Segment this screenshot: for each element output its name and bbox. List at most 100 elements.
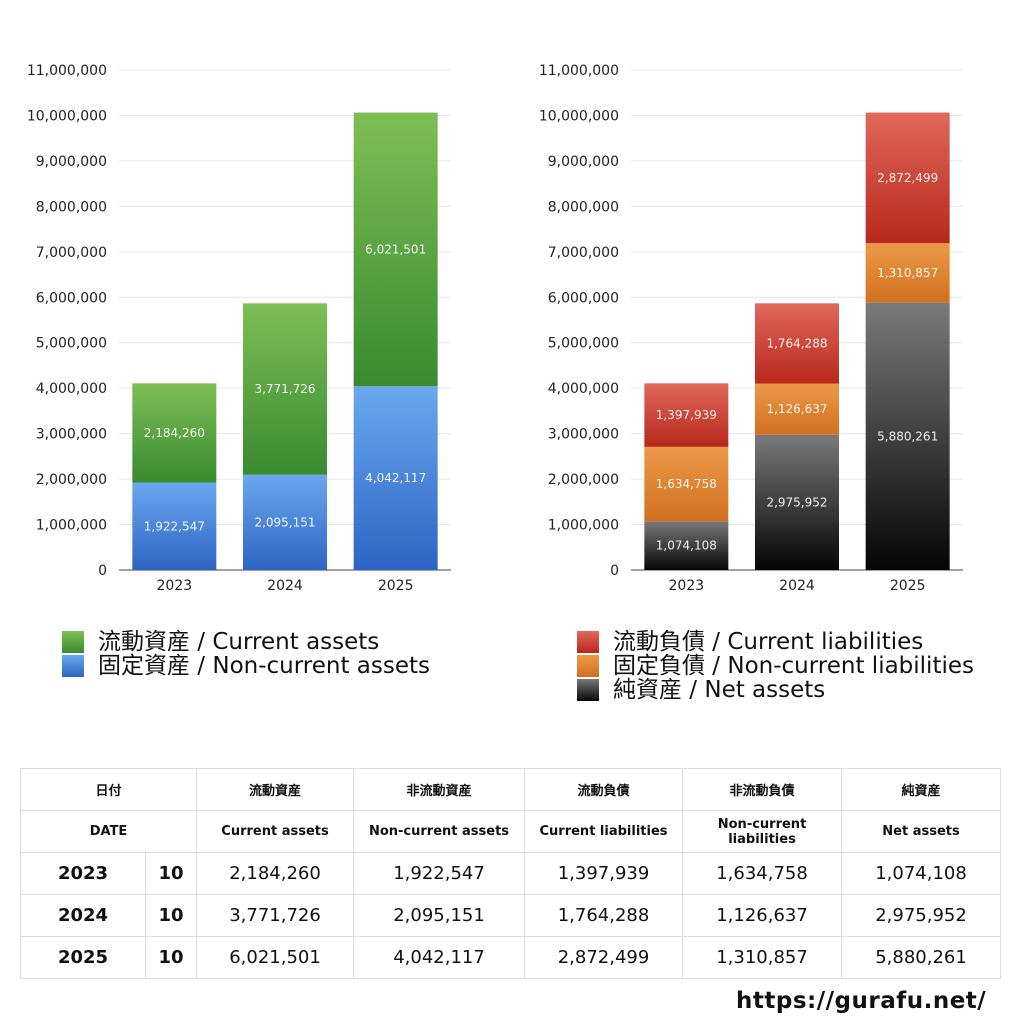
bar-segment [243,474,327,570]
legend-label: 固定負債 / Non-current liabilities [613,653,974,679]
table-cell-month: 10 [144,936,198,979]
data-label: 1,922,547 [144,519,205,533]
table-cell: 1,764,288 [524,894,684,937]
bar-segment [353,386,438,570]
table-cell: 6,021,501 [196,936,355,979]
y-tick-label: 10,000,000 [539,108,619,124]
y-tick-label: 5,000,000 [548,336,619,352]
table-header: 日付 [19,768,198,811]
y-tick-label: 4,000,000 [36,381,107,397]
table-header-row-en: DATE Current assets Non-current assets C… [19,810,1002,853]
table-cell: 5,880,261 [841,936,1002,979]
legend-swatch [62,631,84,653]
table-cell: 2,872,499 [524,936,684,979]
legend-item-non-current-liabilities: 固定負債 / Non-current liabilities [577,654,974,678]
table-cell: 1,634,758 [682,852,843,895]
table-cell: 1,126,637 [682,894,843,937]
table-header: Net assets [841,810,1002,853]
y-tick-label: 6,000,000 [36,290,107,306]
y-tick-label: 7,000,000 [36,245,107,261]
data-label: 1,126,637 [766,402,827,416]
y-tick-label: 0 [98,563,107,579]
y-tick-label: 11,000,000 [27,63,107,79]
y-tick-label: 1,000,000 [36,518,107,534]
table-row: 2025 10 6,021,501 4,042,117 2,872,499 1,… [20,936,1002,979]
table-cell: 2,975,952 [841,894,1002,937]
table-cell: 4,042,117 [353,936,526,979]
bar-segment [755,434,839,570]
table-cell-year: 2024 [20,894,146,937]
x-tick-label: 2025 [890,578,926,594]
table-cell: 3,771,726 [196,894,355,937]
x-tick-label: 2023 [669,578,705,594]
table-header-row-jp: 日付 流動資産 非流動資産 流動負債 非流動負債 純資産 [19,768,1002,811]
data-label: 4,042,117 [365,471,426,485]
legend-item-current-liabilities: 流動負債 / Current liabilities [577,630,974,654]
legend-swatch [577,631,599,653]
y-tick-label: 11,000,000 [539,63,619,79]
y-tick-label: 9,000,000 [548,154,619,170]
bar-segment [865,243,950,303]
data-label: 2,184,260 [144,426,205,440]
legend-swatch [577,679,599,701]
liabilities-chart: 0 1,000,000 2,000,000 3,000,000 4,000,000 5,0… [512,0,1024,610]
y-tick-label: 3,000,000 [548,427,619,443]
table-cell-year: 2023 [20,852,146,895]
site-url[interactable]: https://gurafu.net/ [736,988,987,1014]
y-tick-label: 8,000,000 [548,199,619,215]
table-cell: 1,397,939 [524,852,684,895]
y-tick-label: 2,000,000 [36,472,107,488]
table-header: 非流動負債 [682,768,843,811]
y-tick-label: 1,000,000 [548,518,619,534]
legend-label: 固定資産 / Non-current assets [98,653,431,679]
table-cell-month: 10 [144,894,198,937]
legend-item-current-assets: 流動資産 / Current assets [62,630,430,654]
bar-segment [755,303,839,384]
data-label: 2,975,952 [766,495,827,509]
x-tick-label: 2023 [157,578,193,594]
legend-label: 流動資産 / Current assets [98,629,380,655]
data-label: 3,771,726 [254,382,315,396]
legend-item-non-current-assets: 固定資産 / Non-current assets [62,654,430,678]
table-cell: 1,074,108 [841,852,1002,895]
table-cell: 1,922,547 [353,852,526,895]
data-label: 5,880,261 [877,429,938,443]
legend-item-net-assets: 純資産 / Net assets [577,678,974,702]
table-cell: 1,310,857 [682,936,843,979]
y-tick-label: 8,000,000 [36,199,107,215]
y-tick-label: 5,000,000 [36,336,107,352]
legend-label: 流動負債 / Current liabilities [613,629,924,655]
assets-chart-svg: 0 1,000,000 2,000,000 3,000,000 4,000,000 5,0… [27,63,451,594]
y-tick-label: 2,000,000 [548,472,619,488]
table-header: Non-current liabilities [682,810,843,853]
data-label: 2,872,499 [877,171,938,185]
bar-segment [243,303,327,475]
table-header: 非流動資産 [353,768,526,811]
bar-segment [644,383,729,447]
table-cell-year: 2025 [20,936,146,979]
bar-segment [755,383,839,435]
data-label: 6,021,501 [365,242,426,256]
data-label: 1,634,758 [656,477,717,491]
assets-legend: 流動資産 / Current assets 固定資産 / Non-current… [62,630,430,678]
bar-segment [132,383,217,483]
table-cell-month: 10 [144,852,198,895]
table-header: 流動資産 [196,768,355,811]
table-header: Current assets [196,810,355,853]
bar-segment [865,302,950,570]
bar-segment [644,446,729,522]
y-tick-label: 7,000,000 [548,245,619,261]
y-tick-label: 3,000,000 [36,427,107,443]
table-header: Current liabilities [524,810,684,853]
table-header: DATE [19,810,198,853]
y-tick-label: 6,000,000 [548,290,619,306]
x-tick-label: 2024 [779,578,815,594]
legend-swatch [62,655,84,677]
bar-segment [644,521,729,570]
data-label: 1,764,288 [766,336,827,350]
table-header: Non-current assets [353,810,526,853]
y-tick-label: 4,000,000 [548,381,619,397]
data-label: 1,074,108 [656,539,717,553]
table-header: 流動負債 [524,768,684,811]
y-tick-label: 9,000,000 [36,154,107,170]
